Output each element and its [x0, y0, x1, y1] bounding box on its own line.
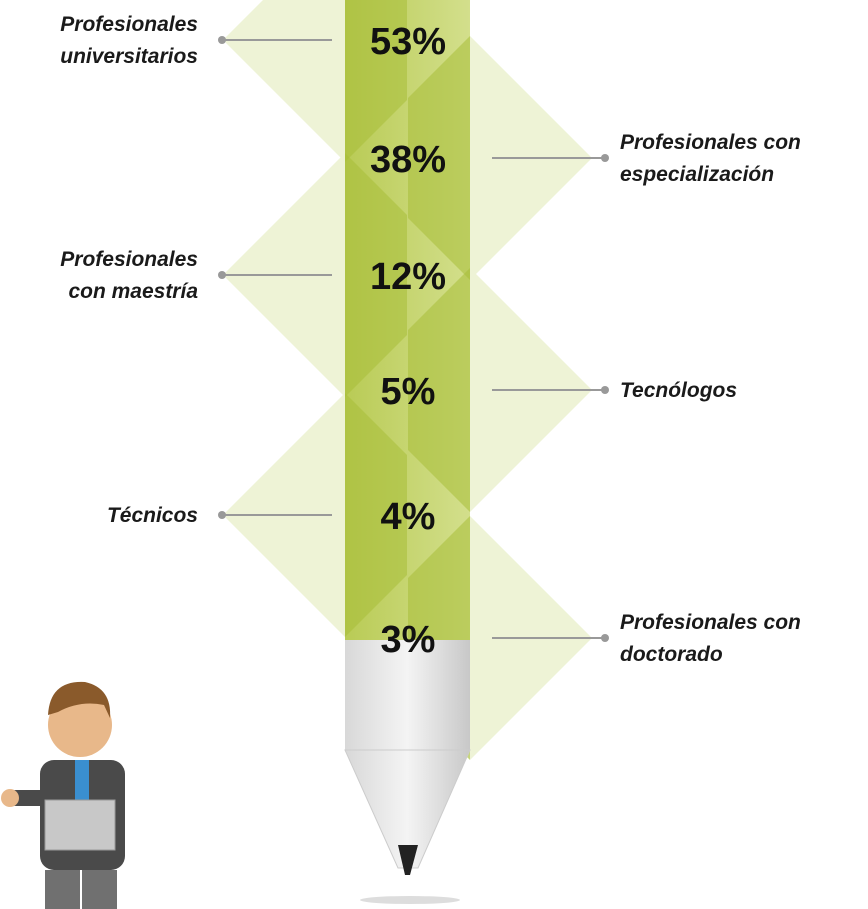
label: Tecnólogos [620, 379, 737, 402]
percentage: 38% [370, 139, 446, 181]
pencil-wood [345, 640, 470, 750]
label: Profesionales [60, 13, 198, 36]
diamond-overlap [408, 36, 470, 280]
label: universitarios [60, 45, 198, 68]
percentage: 4% [381, 496, 436, 538]
label: Profesionales con [620, 611, 801, 634]
connector-dot [218, 271, 226, 279]
diamond-overlap [345, 0, 407, 162]
percentage: 53% [370, 21, 446, 63]
label: especialización [620, 163, 774, 186]
label: Técnicos [107, 504, 198, 527]
label: Profesionales con [620, 131, 801, 154]
shadow [360, 896, 460, 904]
percentage: 3% [381, 619, 436, 661]
connector-dot [218, 511, 226, 519]
labels: 53% Profesionales universitarios 38% Profesi… [60, 13, 801, 666]
pencil-lead [398, 845, 418, 875]
percentage: 12% [370, 256, 446, 298]
person [1, 681, 125, 909]
connector-dot [601, 634, 609, 642]
label: doctorado [620, 643, 723, 666]
connector-dot [218, 36, 226, 44]
connector-dot [601, 154, 609, 162]
percentage: 5% [381, 371, 436, 413]
connector-dot [601, 386, 609, 394]
label: Profesionales [60, 248, 198, 271]
diamond-overlap [345, 393, 407, 637]
diamond-overlap [345, 153, 407, 397]
label: con maestría [68, 280, 198, 303]
diamond-overlap [408, 268, 470, 512]
pencil-tip [344, 749, 471, 869]
